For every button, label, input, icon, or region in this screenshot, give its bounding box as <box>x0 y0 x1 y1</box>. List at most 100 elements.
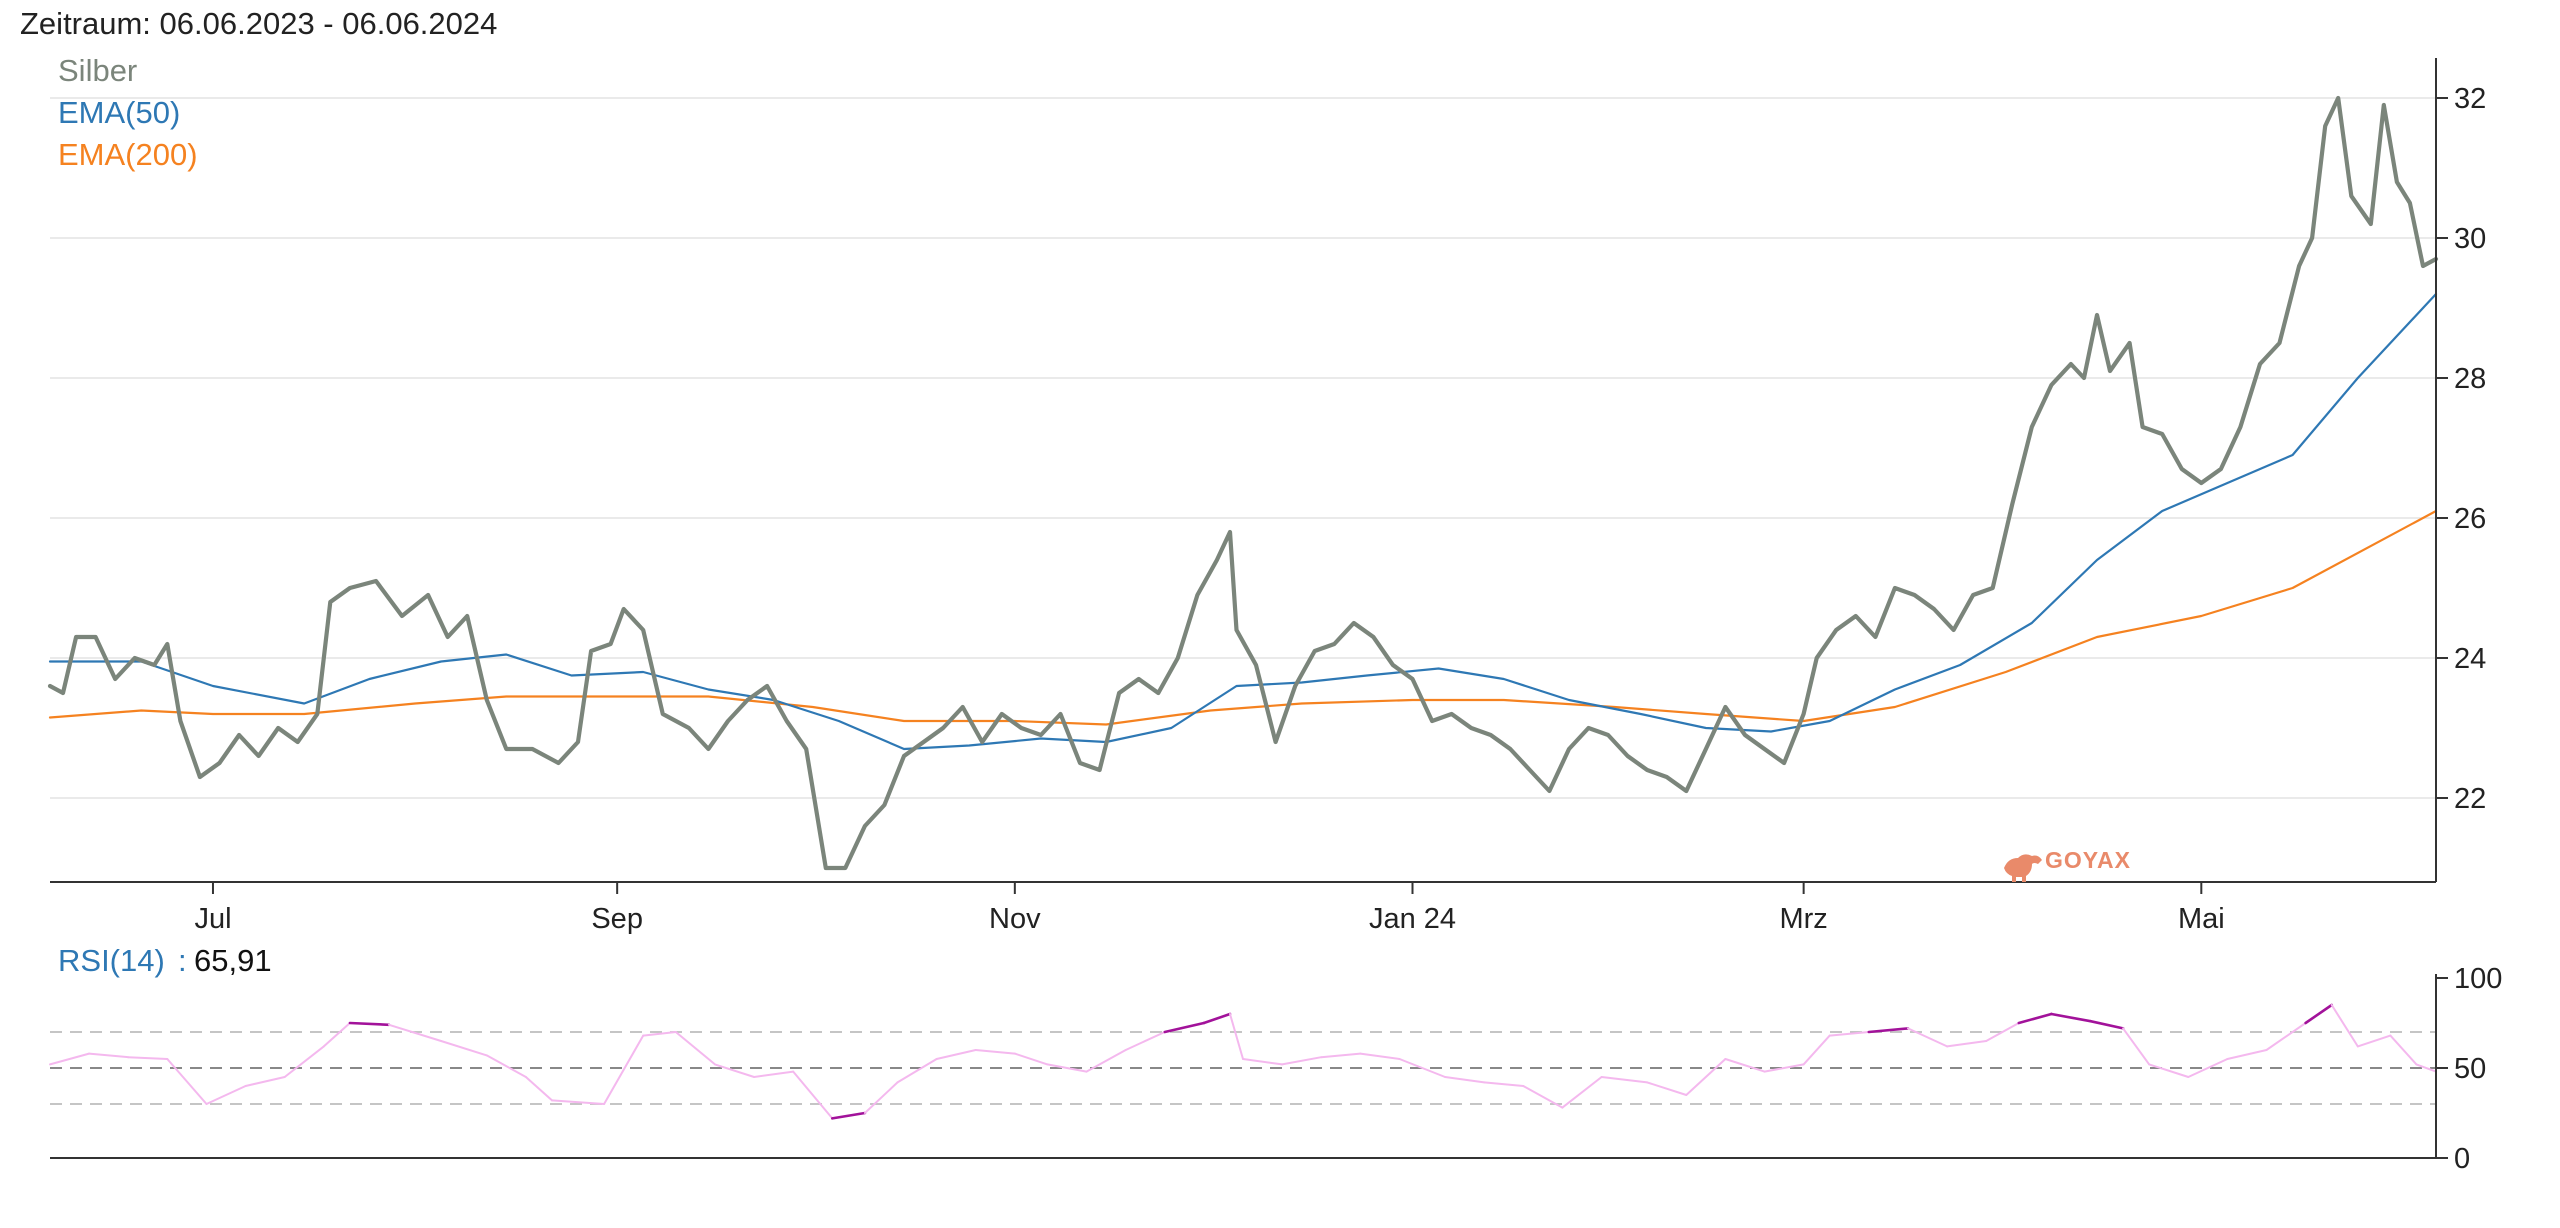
rsi-line-segment <box>1229 1013 1244 1060</box>
rsi-line-segment <box>388 1023 443 1042</box>
y-tick-label-32: 32 <box>2454 83 2486 115</box>
rsi-header: RSI(14) : 65,91 <box>58 943 272 978</box>
rsi-line-segment <box>1724 1058 1766 1073</box>
rsi-current-value: 65,91 <box>194 943 272 978</box>
main-chart-axes: 22 24 26 28 30 32 Jul Sep Nov Jan 24 Mrz Mai <box>50 58 2486 935</box>
y-tick-label-28: 28 <box>2454 363 2486 395</box>
rsi-line-segment <box>1085 1049 1127 1073</box>
rsi-line-segment <box>88 1052 130 1059</box>
rsi-label: RSI(14) <box>58 943 165 978</box>
rsi-line-segment <box>1646 1081 1688 1096</box>
rsi-line-segment <box>2356 1034 2392 1048</box>
rsi-line-segment <box>863 1081 899 1114</box>
rsi-line-segment <box>2050 1012 2092 1023</box>
legend-silber: Silber <box>58 53 137 88</box>
rsi-line-segment <box>674 1031 716 1066</box>
rsi-line-segment <box>1522 1085 1564 1109</box>
rsi-line-segment <box>348 1021 391 1027</box>
rsi-line-segment <box>1907 1027 1949 1048</box>
rsi-line-segment <box>1202 1012 1232 1025</box>
rsi-line-segment <box>1985 1022 2020 1042</box>
rsi-line-segment <box>830 1111 867 1120</box>
rsi-line-segment <box>603 1034 645 1105</box>
rsi-line-segment <box>2330 1004 2359 1048</box>
legend-ema50: EMA(50) <box>58 95 180 130</box>
rsi-y-tick-label-50: 50 <box>2454 1053 2486 1085</box>
rsi-line-segment <box>2265 1022 2307 1051</box>
rsi-line-segment <box>551 1099 606 1105</box>
rsi-line-segment <box>205 1085 247 1105</box>
rsi-line-segment <box>1483 1081 1525 1087</box>
rsi-y-tick-label-100: 100 <box>2454 963 2502 995</box>
rsi-line-segment <box>896 1058 938 1084</box>
rsi-line-segment <box>2389 1034 2418 1066</box>
rsi-line-segment <box>1281 1056 1323 1066</box>
rsi-line-segment <box>714 1063 756 1078</box>
rsi-line-segment <box>322 1022 351 1048</box>
y-tick-label-26: 26 <box>2454 503 2486 535</box>
rsi-line-segment <box>2415 1063 2437 1073</box>
y-tick-label-24: 24 <box>2454 643 2486 675</box>
x-tick-label-Jan 24: Jan 24 <box>1369 903 1456 935</box>
y-tick-label-22: 22 <box>2454 783 2486 815</box>
rsi-label-colon: : <box>178 943 187 978</box>
rsi-line-segment <box>1359 1052 1401 1060</box>
rsi-line-segment <box>524 1076 553 1102</box>
chart-legend: Silber EMA(50) EMA(200) <box>58 53 198 172</box>
rsi-line-segment <box>792 1070 834 1120</box>
legend-ema200: EMA(200) <box>58 137 198 172</box>
rsi-line-segment <box>166 1058 208 1105</box>
rsi-line-segment <box>1802 1034 1831 1066</box>
rsi-line-segment <box>2187 1058 2229 1078</box>
rsi-line-segment <box>1320 1052 1362 1059</box>
rsi-line-segment <box>283 1045 325 1078</box>
x-tick-label-Jul: Jul <box>194 903 231 935</box>
rsi-line-segment <box>1124 1031 1166 1051</box>
watermark: GOYAX <box>2004 847 2131 882</box>
rsi-line-segment <box>1685 1058 1727 1096</box>
series-line-ema200 <box>48 509 2438 726</box>
rsi-line-segment <box>974 1049 1016 1055</box>
x-tick-label-Mai: Mai <box>2178 903 2225 935</box>
rsi-line-segment <box>1561 1076 1603 1109</box>
rsi-line-segment <box>1828 1031 1870 1037</box>
rsi-line-segment <box>127 1056 169 1060</box>
main-chart-series <box>47 95 2439 871</box>
rsi-line-segment <box>1398 1058 1447 1078</box>
rsi-line-segment <box>485 1054 527 1078</box>
rsi-line-segment <box>2089 1019 2125 1030</box>
rsi-chart-grid <box>50 1031 2436 1105</box>
rsi-line-segment <box>244 1076 286 1087</box>
period-label: Zeitraum: 06.06.2023 - 06.06.2024 <box>20 6 497 41</box>
rsi-line-segment <box>49 1052 91 1066</box>
rsi-line-segment <box>2148 1063 2190 1078</box>
rsi-line-segment <box>642 1031 677 1037</box>
goyax-bull-icon <box>2004 854 2042 882</box>
watermark-text: GOYAX <box>2045 847 2131 873</box>
y-tick-label-30: 30 <box>2454 223 2486 255</box>
rsi-line-segment <box>1867 1027 1910 1034</box>
rsi-line-segment <box>1242 1058 1284 1066</box>
rsi-line-segment <box>1763 1063 1805 1073</box>
rsi-line-segment <box>753 1070 795 1078</box>
rsi-line-segment <box>1444 1076 1486 1084</box>
main-chart-grid <box>50 97 2436 799</box>
rsi-line-segment <box>1600 1076 1649 1084</box>
rsi-chart-axes: 0 50 100 <box>50 963 2502 1175</box>
rsi-line-segment <box>2304 1003 2333 1025</box>
series-line-silber <box>47 95 2439 871</box>
x-tick-label-Nov: Nov <box>989 903 1041 935</box>
series-line-ema50 <box>48 292 2438 751</box>
rsi-line-segment <box>440 1040 488 1057</box>
rsi-line-segment <box>1046 1063 1088 1073</box>
rsi-line-segment <box>1013 1052 1049 1066</box>
x-tick-label-Mrz: Mrz <box>1779 903 1827 935</box>
rsi-y-tick-label-0: 0 <box>2454 1143 2470 1175</box>
rsi-line-segment <box>2122 1027 2151 1066</box>
rsi-line-segment <box>1946 1040 1988 1048</box>
rsi-line-segment <box>2017 1012 2053 1025</box>
rsi-line-segment <box>935 1049 977 1060</box>
x-tick-label-Sep: Sep <box>591 903 643 935</box>
rsi-line-segment <box>1163 1021 1206 1034</box>
